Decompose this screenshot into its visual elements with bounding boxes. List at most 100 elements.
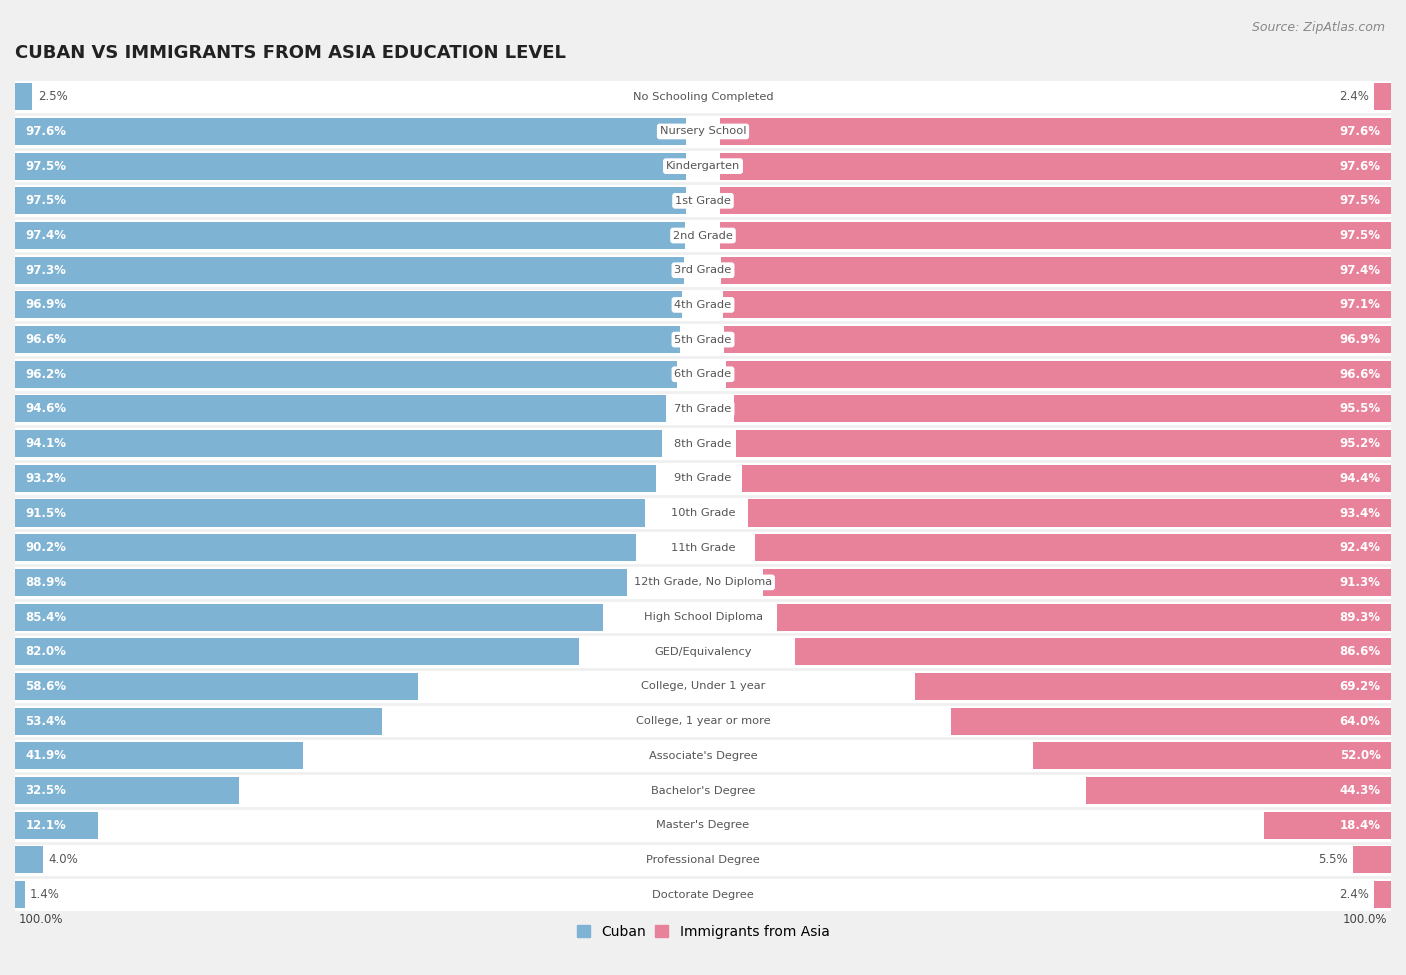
Bar: [915, 673, 1391, 700]
Bar: [15, 530, 1391, 566]
Bar: [15, 392, 1391, 426]
Text: Source: ZipAtlas.com: Source: ZipAtlas.com: [1251, 21, 1385, 34]
Bar: [1353, 846, 1391, 874]
Bar: [15, 83, 32, 110]
Bar: [15, 256, 685, 284]
Text: Doctorate Degree: Doctorate Degree: [652, 889, 754, 900]
Bar: [15, 738, 1391, 773]
Bar: [15, 811, 98, 838]
Text: 100.0%: 100.0%: [18, 913, 63, 925]
Bar: [15, 430, 662, 457]
Text: 94.4%: 94.4%: [1340, 472, 1381, 485]
Text: 3rd Grade: 3rd Grade: [675, 265, 731, 275]
Text: 4th Grade: 4th Grade: [675, 300, 731, 310]
Text: 96.2%: 96.2%: [25, 368, 66, 381]
Text: 64.0%: 64.0%: [1340, 715, 1381, 727]
Bar: [15, 777, 239, 804]
Bar: [720, 187, 1391, 214]
Text: 97.3%: 97.3%: [25, 263, 66, 277]
Text: 1.4%: 1.4%: [30, 888, 60, 901]
Bar: [15, 292, 682, 319]
Bar: [1264, 811, 1391, 838]
Text: 97.4%: 97.4%: [1340, 263, 1381, 277]
Bar: [15, 149, 1391, 183]
Bar: [950, 708, 1391, 735]
Bar: [15, 639, 579, 665]
Bar: [15, 153, 686, 179]
Bar: [721, 256, 1391, 284]
Text: Associate's Degree: Associate's Degree: [648, 751, 758, 760]
Text: Nursery School: Nursery School: [659, 127, 747, 136]
Text: 32.5%: 32.5%: [25, 784, 66, 797]
Text: High School Diploma: High School Diploma: [644, 612, 762, 622]
Text: College, Under 1 year: College, Under 1 year: [641, 682, 765, 691]
Bar: [734, 396, 1391, 422]
Text: 95.2%: 95.2%: [1340, 437, 1381, 450]
Bar: [15, 357, 1391, 392]
Text: 69.2%: 69.2%: [1340, 680, 1381, 693]
Text: 95.5%: 95.5%: [1340, 403, 1381, 415]
Text: 9th Grade: 9th Grade: [675, 473, 731, 484]
Text: 94.1%: 94.1%: [25, 437, 66, 450]
Text: 100.0%: 100.0%: [1343, 913, 1388, 925]
Text: 86.6%: 86.6%: [1340, 645, 1381, 658]
Bar: [763, 568, 1391, 596]
Text: 97.6%: 97.6%: [25, 125, 66, 137]
Bar: [15, 222, 685, 249]
Bar: [15, 118, 686, 145]
Text: Professional Degree: Professional Degree: [647, 855, 759, 865]
Text: Kindergarten: Kindergarten: [666, 161, 740, 172]
Bar: [15, 708, 382, 735]
Text: 44.3%: 44.3%: [1340, 784, 1381, 797]
Bar: [15, 742, 304, 769]
Text: 97.5%: 97.5%: [25, 160, 66, 173]
Text: College, 1 year or more: College, 1 year or more: [636, 717, 770, 726]
Text: 96.6%: 96.6%: [25, 333, 66, 346]
Text: 2nd Grade: 2nd Grade: [673, 230, 733, 241]
Text: 1st Grade: 1st Grade: [675, 196, 731, 206]
Bar: [15, 566, 1391, 600]
Text: 88.9%: 88.9%: [25, 576, 66, 589]
Text: 96.9%: 96.9%: [1340, 333, 1381, 346]
Bar: [15, 461, 1391, 495]
Text: 93.2%: 93.2%: [25, 472, 66, 485]
Bar: [727, 361, 1391, 388]
Bar: [15, 187, 686, 214]
Bar: [796, 639, 1391, 665]
Bar: [15, 79, 1391, 114]
Text: 18.4%: 18.4%: [1340, 819, 1381, 832]
Text: 91.3%: 91.3%: [1340, 576, 1381, 589]
Text: 2.5%: 2.5%: [38, 91, 67, 103]
Text: No Schooling Completed: No Schooling Completed: [633, 92, 773, 101]
Text: 82.0%: 82.0%: [25, 645, 66, 658]
Bar: [1087, 777, 1391, 804]
Text: 52.0%: 52.0%: [1340, 750, 1381, 762]
Text: 97.1%: 97.1%: [1340, 298, 1381, 311]
Text: 4.0%: 4.0%: [48, 853, 77, 867]
Bar: [724, 326, 1391, 353]
Text: 96.6%: 96.6%: [1340, 368, 1381, 381]
Bar: [15, 495, 1391, 530]
Bar: [735, 430, 1391, 457]
Bar: [723, 292, 1391, 319]
Bar: [15, 534, 636, 562]
Text: 11th Grade: 11th Grade: [671, 543, 735, 553]
Text: 5.5%: 5.5%: [1317, 853, 1348, 867]
Bar: [748, 499, 1391, 526]
Text: GED/Equivalency: GED/Equivalency: [654, 646, 752, 657]
Text: 41.9%: 41.9%: [25, 750, 66, 762]
Bar: [15, 635, 1391, 669]
Text: 93.4%: 93.4%: [1340, 507, 1381, 520]
Text: 97.6%: 97.6%: [1340, 160, 1381, 173]
Bar: [15, 183, 1391, 218]
Bar: [15, 568, 627, 596]
Bar: [15, 600, 1391, 635]
Bar: [15, 426, 1391, 461]
Text: 58.6%: 58.6%: [25, 680, 66, 693]
Text: 2.4%: 2.4%: [1339, 91, 1369, 103]
Text: 89.3%: 89.3%: [1340, 610, 1381, 624]
Bar: [15, 846, 42, 874]
Text: 97.5%: 97.5%: [25, 194, 66, 208]
Bar: [1375, 881, 1391, 908]
Text: Bachelor's Degree: Bachelor's Degree: [651, 786, 755, 796]
